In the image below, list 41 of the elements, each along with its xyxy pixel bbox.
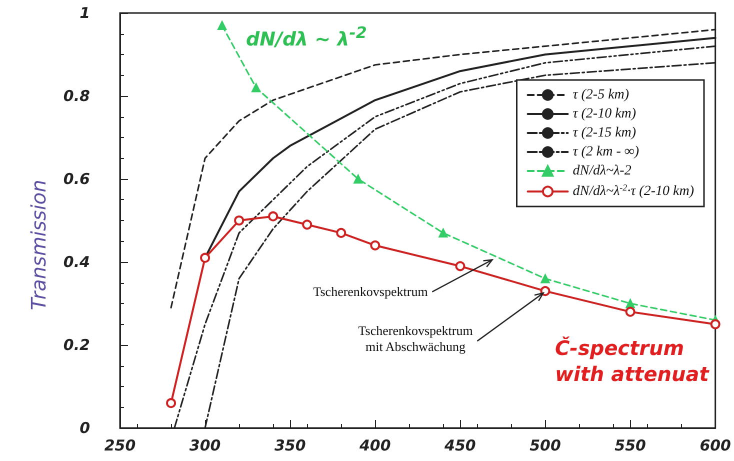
x-tick-label: 350 bbox=[274, 436, 306, 454]
point bbox=[710, 319, 720, 330]
point bbox=[200, 252, 210, 263]
point bbox=[455, 261, 466, 272]
annotation: dN/dλ ~ λ$^{-2}$ bbox=[246, 22, 367, 52]
point bbox=[540, 286, 550, 296]
y-tick-label: 0.2 bbox=[63, 336, 90, 354]
point bbox=[626, 298, 635, 308]
point bbox=[354, 174, 363, 184]
annotation: Tscherenkovspektrum bbox=[313, 284, 428, 300]
x-tick-label: 550 bbox=[614, 436, 646, 454]
x-tick-label: 600 bbox=[700, 436, 731, 454]
point bbox=[540, 274, 550, 284]
legend-label: τ (2-5 km) bbox=[572, 88, 630, 102]
y-axis-title: Transmission bbox=[26, 180, 50, 310]
point bbox=[217, 20, 227, 30]
point bbox=[166, 398, 176, 408]
annotation: Tscherenkovspektrum mit Abschwächung bbox=[358, 323, 473, 356]
legend-label: dN/dλ~λ-2 bbox=[572, 164, 632, 178]
x-tick-label: 300 bbox=[189, 436, 221, 454]
legend-label: τ (2-15 km) bbox=[572, 126, 636, 140]
y-tick-label: 0.4 bbox=[63, 253, 90, 271]
point bbox=[625, 306, 636, 317]
point bbox=[302, 220, 312, 230]
y-tick-label: 0.6 bbox=[63, 170, 90, 188]
y-tick-label: 0 bbox=[80, 419, 90, 437]
y-tick-label: 0.8 bbox=[63, 87, 90, 105]
point bbox=[251, 83, 261, 92]
point bbox=[268, 211, 278, 222]
point bbox=[370, 240, 380, 250]
x-tick-label: 500 bbox=[530, 436, 561, 454]
x-tick-label: 400 bbox=[358, 436, 391, 454]
point bbox=[336, 228, 346, 238]
x-tick-label: 450 bbox=[444, 436, 476, 454]
y-tick-label: 1 bbox=[80, 4, 90, 22]
legend-label: τ (2 km - ∞) bbox=[572, 144, 640, 160]
x-tick-label: 250 bbox=[104, 436, 136, 454]
annotation: Č-spectrum with attenuat bbox=[555, 335, 709, 387]
point bbox=[438, 228, 448, 238]
point bbox=[234, 216, 244, 226]
legend-label: τ (2-10 km) bbox=[572, 106, 636, 122]
